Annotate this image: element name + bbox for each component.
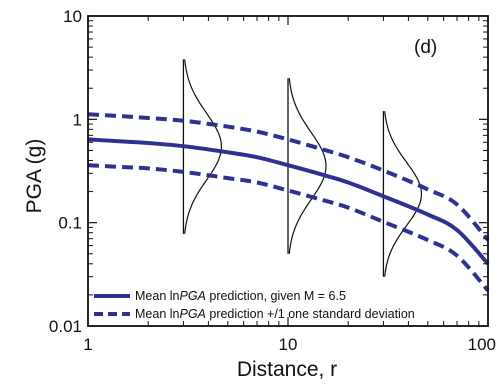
legend-label-std-italic: PGA bbox=[179, 307, 205, 321]
distribution-curve-2 bbox=[384, 111, 423, 277]
x-tick-label: 10 bbox=[279, 335, 298, 354]
legend-label-std: Mean lnPGA prediction +/1 one standard d… bbox=[135, 307, 415, 321]
series-mean-line bbox=[87, 137, 490, 266]
legend-label-mean: Mean lnPGA prediction, given M = 6.5 bbox=[135, 289, 346, 303]
y-tick-label: 0.01 bbox=[49, 317, 82, 336]
x-tick-label: 100 bbox=[468, 335, 496, 354]
axis-ticks: 1 10 100 0.01 0.1 1 10 bbox=[49, 7, 496, 354]
y-tick-label: 10 bbox=[63, 7, 82, 26]
distribution-curve-0 bbox=[184, 59, 223, 234]
distribution-curve-1 bbox=[288, 78, 327, 254]
legend: Mean lnPGA prediction, given M = 6.5 Mea… bbox=[94, 289, 415, 321]
x-tick-label: 1 bbox=[83, 335, 92, 354]
x-axis-label: Distance, r bbox=[237, 358, 337, 381]
legend-label-mean-suffix: prediction, given M = 6.5 bbox=[206, 289, 346, 303]
y-axis-label: PGA (g) bbox=[23, 139, 46, 214]
series-lines bbox=[87, 112, 490, 292]
panel-label: (d) bbox=[414, 37, 437, 58]
legend-label-mean-italic: PGA bbox=[179, 289, 205, 303]
legend-label-std-suffix: prediction +/1 one standard deviation bbox=[206, 307, 415, 321]
y-tick-label: 0.1 bbox=[58, 214, 82, 233]
series-std-line-1 bbox=[87, 112, 490, 242]
y-tick-label: 1 bbox=[73, 110, 82, 129]
series-std-line-2 bbox=[87, 163, 490, 292]
legend-label-std-prefix: Mean ln bbox=[135, 307, 180, 321]
legend-label-mean-prefix: Mean ln bbox=[135, 289, 180, 303]
